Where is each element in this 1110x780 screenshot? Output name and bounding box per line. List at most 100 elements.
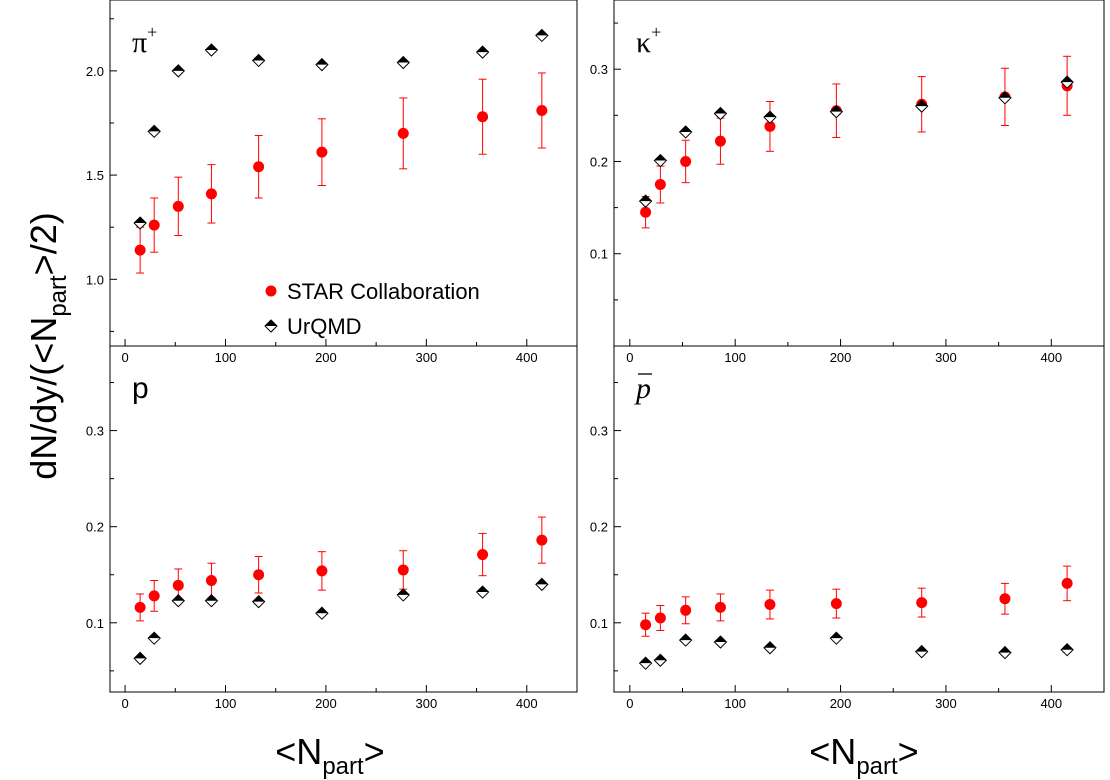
star-point-proton-6 xyxy=(397,564,409,576)
urqmd-point-fill xyxy=(315,58,328,65)
x-tick-label-k-plus-0: 0 xyxy=(626,350,633,365)
x-axis-title-left-main: <N xyxy=(275,731,322,772)
urqmd-point-fill xyxy=(476,46,489,53)
panel-label-k-plus: κ+ xyxy=(636,22,661,59)
star-point-proton-2 xyxy=(172,579,184,591)
legend-star-marker xyxy=(265,285,277,297)
star-point-k-plus-0 xyxy=(640,206,652,218)
star-point-pi-plus-7 xyxy=(477,111,489,123)
x-axis-title-right-main: <N xyxy=(809,731,856,772)
urqmd-point-fill xyxy=(654,654,667,661)
urqmd-point-fill xyxy=(654,154,667,161)
panel-label-antiproton: p xyxy=(634,372,651,405)
urqmd-point-proton-5 xyxy=(315,606,329,620)
urqmd-point-pi-plus-6 xyxy=(396,55,410,70)
y-tick-label-proton-0: 0.1 xyxy=(86,616,104,631)
legend-urqmd-label: UrQMD xyxy=(287,314,362,339)
urqmd-point-pi-plus-8 xyxy=(535,28,549,43)
x-tick-label-pi-plus-400: 400 xyxy=(516,350,538,365)
star-point-antiproton-3 xyxy=(714,601,726,613)
y-axis-title: dN/dy/(<Npart>/2) xyxy=(23,212,72,479)
urqmd-point-fill xyxy=(679,634,692,641)
panel-frame-proton xyxy=(109,345,578,693)
urqmd-point-antiproton-4 xyxy=(763,641,777,655)
urqmd-point-antiproton-8 xyxy=(1060,643,1074,657)
urqmd-point-k-plus-0 xyxy=(638,194,653,208)
urqmd-point-fill xyxy=(397,588,410,595)
panel-label-pi-plus: π+ xyxy=(132,22,157,59)
y-axis-title-end: >/2) xyxy=(23,212,64,275)
star-point-pi-plus-2 xyxy=(172,200,184,212)
y-tick-label-proton-1: 0.2 xyxy=(86,520,104,535)
legend-star-label: STAR Collaboration xyxy=(287,279,480,304)
urqmd-point-fill xyxy=(535,29,548,36)
panel-label-proton: p xyxy=(132,372,149,405)
urqmd-point-fill xyxy=(830,105,843,112)
y-tick-label-antiproton-1: 0.2 xyxy=(590,520,608,535)
urqmd-point-antiproton-2 xyxy=(678,633,693,647)
urqmd-point-fill xyxy=(397,56,410,63)
star-point-pi-plus-8 xyxy=(536,104,548,116)
x-tick-label-pi-plus-100: 100 xyxy=(215,350,237,365)
urqmd-point-fill xyxy=(148,632,161,639)
x-axis-title-left-end: > xyxy=(364,731,385,772)
panel-pi-plus: 0 100 200 300 400 1.0 1.5 2.0 π+ xyxy=(86,0,578,365)
star-point-k-plus-2 xyxy=(680,155,692,167)
star-point-antiproton-0 xyxy=(640,619,652,631)
urqmd-point-fill xyxy=(830,632,843,639)
y-tick-label-pi-plus-1: 1.5 xyxy=(86,168,104,183)
x-tick-label-pi-plus-300: 300 xyxy=(416,350,438,365)
legend-urqmd-marker xyxy=(264,319,278,333)
urqmd-point-k-plus-8 xyxy=(1060,75,1074,89)
legend: STAR Collaboration UrQMD xyxy=(264,279,480,339)
urqmd-point-proton-7 xyxy=(475,585,490,599)
urqmd-point-fill xyxy=(915,645,928,652)
x-axis-title-left: <Npart> xyxy=(275,731,384,780)
urqmd-point-fill xyxy=(205,44,218,51)
x-tick-label-proton-0: 0 xyxy=(121,696,128,711)
y-tick-label-pi-plus-0: 1.0 xyxy=(86,272,104,287)
x-axis-title-right: <Npart> xyxy=(809,731,918,780)
panel-label-text-pi-plus: π xyxy=(132,26,147,59)
x-axis-title-right-sub: part xyxy=(856,753,898,780)
urqmd-point-fill xyxy=(315,607,328,614)
x-tick-label-proton-100: 100 xyxy=(215,696,237,711)
star-point-proton-7 xyxy=(477,549,489,561)
urqmd-point-pi-plus-3 xyxy=(204,43,219,57)
star-point-pi-plus-0 xyxy=(134,244,146,256)
urqmd-point-antiproton-0 xyxy=(638,656,653,670)
urqmd-point-fill xyxy=(535,578,548,585)
panel-label-sup-pi-plus: + xyxy=(147,22,157,42)
star-point-pi-plus-1 xyxy=(148,219,160,231)
urqmd-point-fill xyxy=(172,594,185,601)
star-point-antiproton-6 xyxy=(916,597,928,609)
urqmd-point-k-plus-6 xyxy=(914,99,929,113)
urqmd-point-fill xyxy=(252,595,265,602)
urqmd-point-proton-3 xyxy=(204,593,219,608)
urqmd-point-fill xyxy=(1061,76,1074,83)
star-point-antiproton-5 xyxy=(830,598,842,610)
urqmd-point-antiproton-1 xyxy=(653,653,668,667)
x-tick-label-antiproton-100: 100 xyxy=(724,696,746,711)
star-point-proton-3 xyxy=(205,575,217,587)
urqmd-point-pi-plus-2 xyxy=(171,64,185,78)
urqmd-point-proton-6 xyxy=(396,588,410,602)
urqmd-point-fill xyxy=(998,91,1011,98)
urqmd-point-pi-plus-7 xyxy=(475,45,490,59)
panel-frame-antiproton xyxy=(613,345,1105,693)
urqmd-point-fill xyxy=(915,100,928,107)
urqmd-point-fill xyxy=(172,64,185,71)
panel-k-plus: 0 100 200 300 400 0.1 0.2 0.3 κ+ xyxy=(590,0,1105,365)
panel-label-text-antiproton: p xyxy=(634,372,651,405)
urqmd-point-fill xyxy=(714,107,727,114)
urqmd-point-k-plus-4 xyxy=(763,110,777,124)
star-point-proton-4 xyxy=(253,569,265,581)
urqmd-point-fill xyxy=(1061,643,1074,650)
urqmd-point-antiproton-7 xyxy=(998,645,1012,660)
y-tick-label-k-plus-1: 0.2 xyxy=(590,154,608,169)
panel-proton: 0 100 200 300 400 0.1 0.2 0.3 p xyxy=(86,345,578,711)
x-tick-label-pi-plus-0: 0 xyxy=(121,350,128,365)
star-point-proton-0 xyxy=(134,601,146,613)
